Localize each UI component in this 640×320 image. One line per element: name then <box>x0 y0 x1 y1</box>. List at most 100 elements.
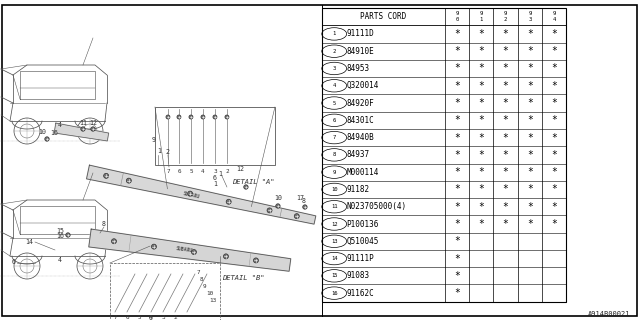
Text: 5: 5 <box>137 315 141 320</box>
Text: *: * <box>454 81 460 91</box>
Text: *: * <box>454 202 460 212</box>
Text: 15: 15 <box>56 228 64 234</box>
Circle shape <box>244 185 248 189</box>
Circle shape <box>166 115 170 119</box>
Text: *: * <box>551 46 557 56</box>
Circle shape <box>188 191 193 196</box>
Bar <box>110 263 220 320</box>
Text: *: * <box>527 115 533 125</box>
Text: 12: 12 <box>331 221 337 227</box>
Text: *: * <box>454 115 460 125</box>
Text: *: * <box>551 81 557 91</box>
Text: 12: 12 <box>89 120 97 126</box>
Text: *: * <box>478 132 484 143</box>
Text: 4: 4 <box>201 169 205 174</box>
Text: 6: 6 <box>149 315 153 320</box>
Text: *: * <box>527 29 533 39</box>
Text: *: * <box>478 202 484 212</box>
Text: *: * <box>551 202 557 212</box>
Circle shape <box>294 214 300 219</box>
Circle shape <box>276 204 280 208</box>
Text: 11: 11 <box>79 120 87 126</box>
Bar <box>155 107 275 165</box>
Text: N023705000(4): N023705000(4) <box>346 202 406 211</box>
Text: PARTS CORD: PARTS CORD <box>360 12 406 21</box>
Circle shape <box>111 239 116 244</box>
Circle shape <box>253 258 259 263</box>
Text: *: * <box>478 184 484 195</box>
Circle shape <box>201 115 205 119</box>
Text: A914B00021: A914B00021 <box>588 311 630 317</box>
Text: 6: 6 <box>177 169 180 174</box>
Text: 14: 14 <box>25 239 33 245</box>
Text: *: * <box>551 115 557 125</box>
Text: *: * <box>551 219 557 229</box>
Text: 10: 10 <box>38 129 46 135</box>
Bar <box>322 8 566 302</box>
Text: 6: 6 <box>125 315 129 320</box>
Text: 6: 6 <box>333 118 336 123</box>
Text: Q510045: Q510045 <box>346 237 379 246</box>
Text: P100136: P100136 <box>346 220 379 228</box>
Text: 13: 13 <box>331 239 337 244</box>
Text: *: * <box>478 46 484 56</box>
Text: 12: 12 <box>236 166 244 172</box>
Text: *: * <box>502 81 509 91</box>
Text: 5: 5 <box>333 100 336 106</box>
Text: M000114: M000114 <box>346 168 379 177</box>
Text: *: * <box>502 167 509 177</box>
Text: *: * <box>454 98 460 108</box>
Text: *: * <box>527 219 533 229</box>
Text: *: * <box>502 63 509 74</box>
Circle shape <box>213 115 217 119</box>
Text: 84953: 84953 <box>346 64 370 73</box>
Circle shape <box>91 127 95 131</box>
Text: 13: 13 <box>209 298 216 303</box>
Text: 6: 6 <box>12 259 16 265</box>
Text: *: * <box>502 202 509 212</box>
Text: 9: 9 <box>552 11 556 16</box>
Text: *: * <box>502 29 509 39</box>
Text: 9: 9 <box>455 11 459 16</box>
Circle shape <box>177 115 181 119</box>
Text: *: * <box>502 46 509 56</box>
Text: 16: 16 <box>50 130 58 136</box>
Text: DETAIL "A": DETAIL "A" <box>232 179 275 185</box>
Text: 1: 1 <box>333 31 336 36</box>
Text: 4: 4 <box>333 83 336 88</box>
Text: 0: 0 <box>455 17 459 22</box>
Text: SUBARU: SUBARU <box>176 246 194 253</box>
Text: 1: 1 <box>479 17 483 22</box>
Text: *: * <box>454 46 460 56</box>
Text: *: * <box>502 98 509 108</box>
Text: *: * <box>454 288 460 298</box>
Text: 5: 5 <box>189 169 193 174</box>
Text: 9: 9 <box>479 11 483 16</box>
Text: 84920F: 84920F <box>346 99 374 108</box>
Text: *: * <box>551 98 557 108</box>
Text: *: * <box>551 150 557 160</box>
Text: *: * <box>454 167 460 177</box>
Text: 7: 7 <box>166 169 170 174</box>
Text: *: * <box>527 167 533 177</box>
Text: 3: 3 <box>161 315 164 320</box>
Text: 10: 10 <box>206 291 213 296</box>
Text: *: * <box>454 63 460 74</box>
Text: 8: 8 <box>302 198 306 204</box>
Text: 84937: 84937 <box>346 150 370 159</box>
Text: 16: 16 <box>331 291 337 296</box>
Text: *: * <box>454 253 460 264</box>
Text: 7: 7 <box>113 315 116 320</box>
Circle shape <box>152 244 156 249</box>
Text: *: * <box>454 132 460 143</box>
Text: *: * <box>551 29 557 39</box>
Circle shape <box>225 115 229 119</box>
Text: 4: 4 <box>58 257 62 263</box>
Text: *: * <box>478 115 484 125</box>
Circle shape <box>189 115 193 119</box>
Text: 9: 9 <box>333 170 336 175</box>
Polygon shape <box>89 229 291 271</box>
Text: 3: 3 <box>333 66 336 71</box>
Text: SUBARU: SUBARU <box>182 191 200 199</box>
Text: 84940B: 84940B <box>346 133 374 142</box>
